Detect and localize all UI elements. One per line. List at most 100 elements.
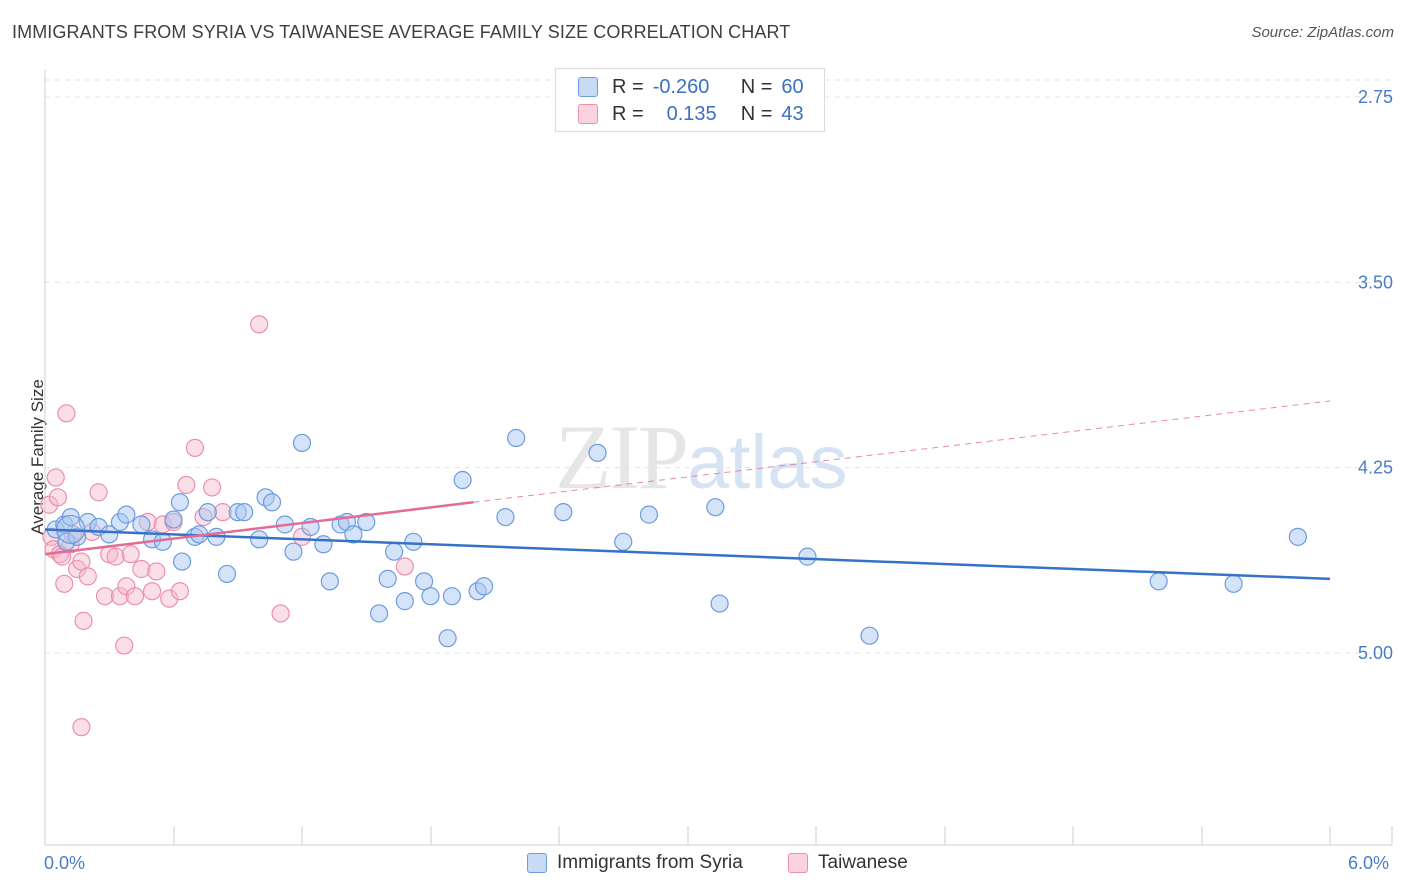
taiwanese-point	[121, 545, 140, 564]
legend-row-taiwanese: R = 0.135 N = 43	[578, 102, 804, 126]
syria-point	[438, 629, 457, 648]
syria-point	[421, 587, 440, 606]
taiwanese-point	[185, 438, 205, 457]
legend-r-label: R =	[612, 102, 644, 125]
syria-point	[292, 433, 312, 453]
syria-point	[344, 525, 363, 544]
syria-point	[117, 505, 136, 524]
syria-point	[172, 552, 192, 571]
taiwanese-point	[72, 718, 91, 737]
legend-label-taiwanese: Taiwanese	[818, 852, 908, 873]
legend-swatch-syria	[578, 77, 598, 97]
syria-point	[235, 503, 254, 522]
legend-r-value: -0.260	[652, 75, 710, 98]
taiwanese-trend-line	[44, 501, 474, 556]
taiwanese-point	[271, 604, 290, 623]
chart-title: IMMIGRANTS FROM SYRIA VS TAIWANESE AVERA…	[12, 22, 791, 42]
legend-n-value: 60	[781, 75, 804, 98]
syria-point	[798, 547, 817, 566]
legend-item-taiwanese: Taiwanese	[788, 852, 908, 874]
taiwanese-point	[142, 582, 162, 601]
syria-point	[1224, 574, 1243, 593]
taiwanese-point	[250, 315, 269, 334]
syria-point	[442, 587, 462, 606]
syria-point	[614, 532, 633, 551]
syria-point	[710, 594, 729, 613]
syria-point	[639, 505, 659, 524]
source-credit: Source: ZipAtlas.com	[1251, 24, 1394, 41]
syria-point	[357, 512, 376, 532]
syria-point	[198, 503, 217, 522]
syria-point	[404, 532, 423, 551]
syria-point	[217, 564, 237, 584]
syria-point	[61, 507, 80, 527]
taiwanese-point	[132, 559, 151, 579]
legend-r-value: 0.135	[666, 102, 717, 125]
taiwanese-point	[125, 587, 145, 606]
taiwanese-point	[170, 582, 190, 601]
syria-point	[1288, 527, 1307, 546]
syria-point	[284, 542, 303, 561]
taiwanese-point	[74, 611, 93, 630]
syria-point	[496, 507, 515, 527]
watermark-atlas: atlas	[687, 420, 848, 505]
taiwanese-point	[160, 589, 179, 608]
taiwanese-point	[110, 587, 130, 606]
syria-point	[250, 530, 269, 549]
taiwanese-point	[46, 468, 65, 487]
taiwanese-point	[395, 557, 414, 576]
watermark-zip: ZIP	[555, 406, 689, 508]
x-axis-max-label: 6.0%	[1348, 853, 1390, 873]
syria-point	[164, 510, 183, 529]
legend-n-value: 43	[781, 102, 804, 125]
syria-point	[370, 604, 389, 623]
legend-swatch-taiwanese	[578, 104, 598, 124]
y-tick-label: 2.75	[1358, 87, 1393, 107]
taiwanese-point	[55, 574, 74, 593]
taiwanese-point	[177, 475, 196, 495]
syria-point	[554, 503, 573, 522]
y-tick-label: 3.50	[1358, 272, 1393, 292]
taiwanese-point	[95, 587, 115, 606]
taiwanese-trend-extension	[473, 400, 1331, 503]
legend-n-label: N =	[740, 102, 773, 125]
syria-point	[453, 470, 472, 490]
taiwanese-point	[115, 636, 134, 655]
watermark: ZIPatlas	[555, 404, 848, 510]
legend-n-label: N =	[740, 75, 773, 98]
syria-trend-line	[44, 528, 1331, 581]
syria-point	[378, 569, 397, 588]
legend-label-syria: Immigrants from Syria	[557, 852, 743, 873]
syria-point	[320, 572, 339, 591]
correlation-legend: R = -0.260 N = 60 R = 0.135 N = 43	[555, 68, 825, 132]
taiwanese-point	[48, 488, 67, 507]
syria-point	[132, 515, 151, 534]
syria-point	[1149, 572, 1168, 591]
y-tick-label: 4.25	[1358, 458, 1393, 478]
legend-r-label: R =	[612, 75, 644, 98]
taiwanese-point	[147, 562, 166, 581]
legend-item-syria: Immigrants from Syria	[527, 852, 743, 874]
legend-swatch-syria	[527, 853, 547, 873]
syria-point	[170, 493, 190, 512]
x-axis-min-label: 0.0%	[44, 853, 86, 873]
syria-point	[706, 498, 725, 517]
syria-point	[588, 443, 607, 462]
taiwanese-point	[202, 478, 222, 497]
taiwanese-point	[106, 547, 125, 566]
taiwanese-point	[89, 483, 108, 502]
legend-swatch-taiwanese	[788, 853, 808, 873]
syria-point	[262, 493, 282, 512]
syria-point	[314, 535, 333, 554]
legend-row-syria: R = -0.260 N = 60	[578, 75, 804, 99]
syria-point	[68, 527, 87, 546]
syria-point	[507, 428, 526, 448]
taiwanese-point	[78, 567, 97, 586]
syria-point	[395, 592, 414, 611]
syria-point	[100, 525, 119, 544]
syria-point	[474, 577, 494, 596]
taiwanese-point	[57, 404, 76, 423]
syria-point	[860, 626, 879, 645]
syria-point	[384, 542, 404, 561]
